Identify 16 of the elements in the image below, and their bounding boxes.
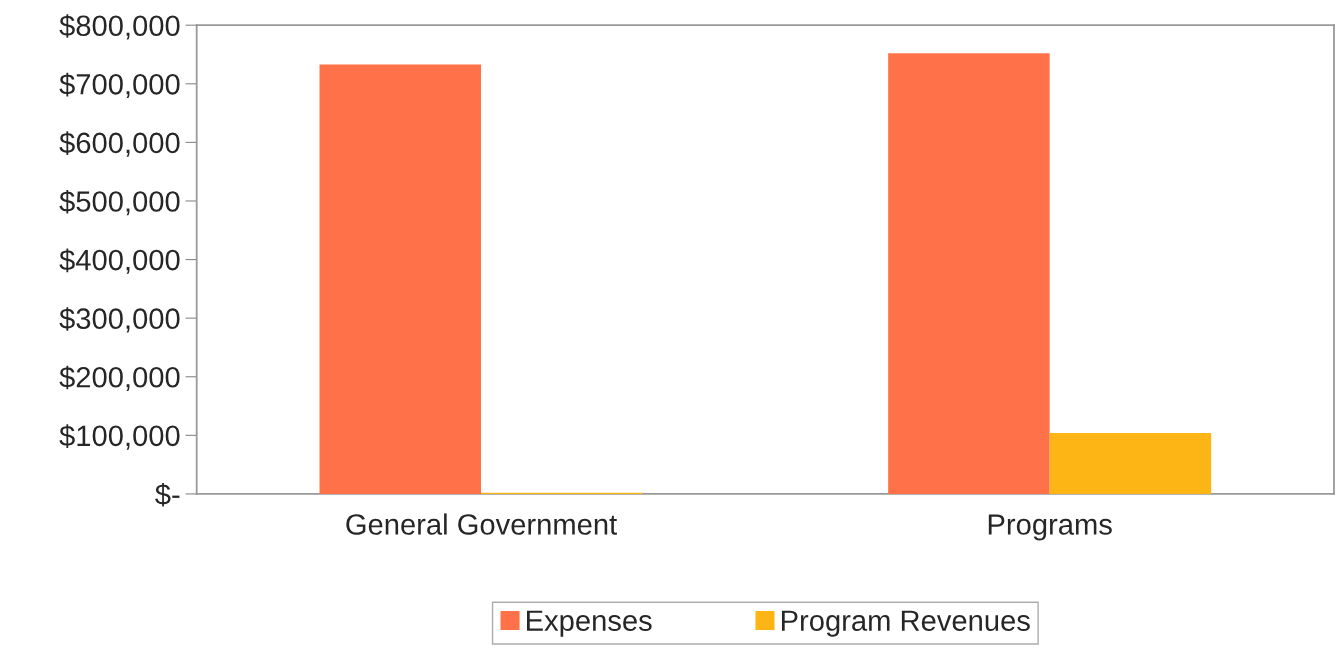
y-tick-label: $800,000 — [59, 14, 180, 40]
y-tick-label: $600,000 — [59, 131, 180, 157]
y-tick-label: $700,000 — [59, 72, 180, 99]
y-tick-label: $400,000 — [59, 248, 180, 274]
y-tick-label: $500,000 — [59, 189, 180, 216]
y-tick-label: $300,000 — [59, 307, 180, 333]
x-tick-label: General Government — [346, 513, 617, 535]
y-tick-label: $200,000 — [59, 365, 180, 392]
bar — [1049, 433, 1212, 494]
x-tick-label: Programs — [988, 514, 1112, 541]
y-tick-label: $- — [155, 482, 180, 507]
legend-label: Expenses — [527, 610, 652, 637]
legend-label: Program Revenues — [781, 610, 1030, 637]
y-tick-label: $100,000 — [59, 424, 180, 450]
bar — [888, 53, 1050, 494]
bar — [319, 64, 482, 494]
